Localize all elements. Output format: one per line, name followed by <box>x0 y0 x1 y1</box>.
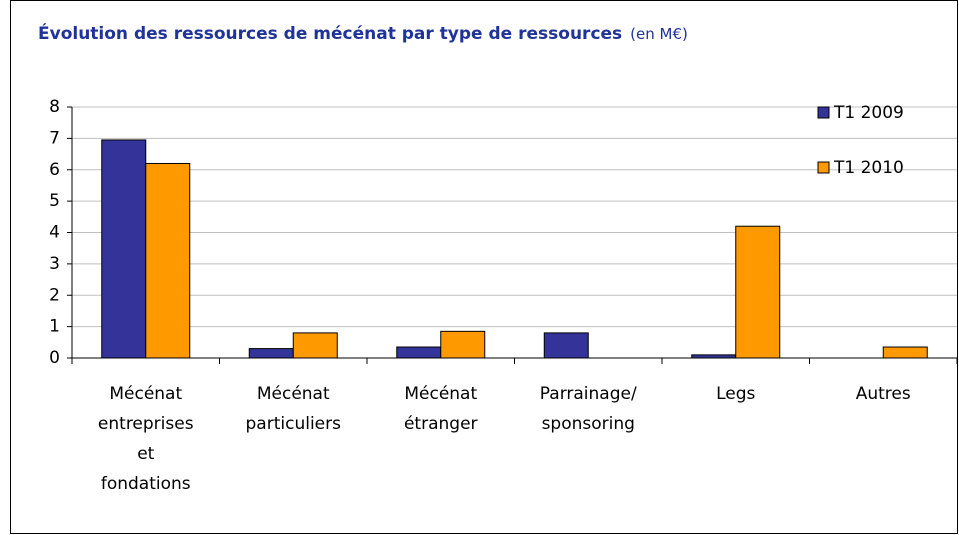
bar <box>543 332 589 359</box>
y-tick-label: 4 <box>49 223 60 243</box>
x-tick-label: Mécénat particuliers <box>246 384 342 434</box>
x-tick-label: Mécénat étranger <box>404 384 478 434</box>
bar <box>145 162 191 359</box>
bar <box>735 225 781 359</box>
x-tick-label: Legs <box>716 384 755 404</box>
x-tick-label-line: Mécénat <box>404 384 477 404</box>
x-tick-label-line: sponsoring <box>542 414 635 434</box>
y-tick-label: 3 <box>49 254 60 274</box>
bar <box>292 332 338 359</box>
x-tick-label-line: fondations <box>101 474 191 494</box>
bar <box>101 139 147 359</box>
chart-title-block: Évolution des ressources de mécénat par … <box>38 22 688 44</box>
x-tick-label: Mécénat entreprises et fondations <box>98 384 194 494</box>
legend-label: T1 2009 <box>833 103 904 123</box>
x-tick-label-line: particuliers <box>246 414 342 434</box>
bar <box>396 346 442 359</box>
bar <box>248 348 294 359</box>
x-tick-label-line: Legs <box>716 384 755 404</box>
bar <box>882 346 928 359</box>
y-tick-label: 0 <box>49 348 60 368</box>
y-tick-label: 5 <box>49 191 60 211</box>
y-tick-label: 2 <box>49 285 60 305</box>
x-tick-label-line: Autres <box>856 384 911 404</box>
y-tick-label: 7 <box>49 128 60 148</box>
x-tick-label-line: et <box>137 444 154 464</box>
chart-title: Évolution des ressources de mécénat par … <box>38 22 622 44</box>
x-tick-label: Parrainage/sponsoring <box>540 384 637 434</box>
y-tick-label: 1 <box>49 317 60 337</box>
x-tick-label-line: Mécénat <box>109 384 182 404</box>
chart-subtitle: (en M€) <box>630 25 688 43</box>
y-tick-label: 8 <box>49 97 60 117</box>
x-tick-label-line: étranger <box>404 414 478 434</box>
x-tick-label-line: Parrainage/ <box>540 384 637 404</box>
legend-label: T1 2010 <box>833 158 904 178</box>
bar <box>440 330 486 359</box>
legend-swatch <box>817 106 830 119</box>
x-tick-label-line: entreprises <box>98 414 194 434</box>
legend-swatch <box>817 161 830 174</box>
y-tick-label: 6 <box>49 160 60 180</box>
x-tick-label: Autres <box>856 384 911 404</box>
x-tick-label-line: Mécénat <box>257 384 330 404</box>
